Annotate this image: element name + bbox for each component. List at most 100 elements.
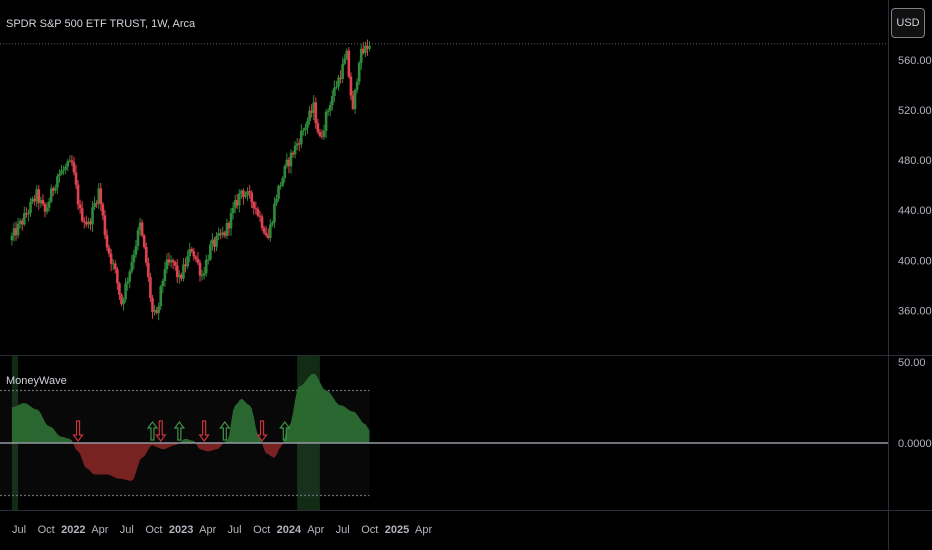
currency-button[interactable]: USD [891, 8, 925, 38]
candle-37 [87, 217, 90, 229]
candle-123 [264, 226, 268, 238]
time-tick-label: Apr [415, 524, 432, 536]
candle-107 [231, 202, 235, 220]
candle-109 [235, 193, 239, 209]
candle-97 [211, 233, 214, 251]
candle-body [306, 121, 309, 128]
time-tick-label: Oct [38, 524, 55, 536]
candle-55 [124, 277, 127, 303]
candle-body [80, 208, 84, 222]
candle-137 [293, 141, 297, 159]
candle-body [275, 198, 278, 204]
candle-52 [118, 281, 121, 300]
candle-body [159, 286, 163, 307]
candle-body [60, 170, 63, 174]
candle-79 [173, 260, 177, 271]
candle-body [151, 298, 154, 312]
candle-71 [157, 302, 160, 321]
candle-body [233, 200, 237, 208]
candle-body [105, 235, 109, 248]
candle-body [240, 190, 243, 194]
candle-9 [29, 197, 32, 217]
candle-body [248, 191, 251, 193]
candle-body [287, 159, 291, 167]
candle-103 [223, 230, 227, 239]
candle-150 [320, 129, 324, 140]
candle-42 [97, 182, 101, 209]
candle-40 [93, 196, 96, 211]
candle-30 [72, 156, 76, 176]
candle-84 [184, 257, 187, 273]
candle-166 [353, 88, 357, 114]
candle-body [351, 95, 355, 109]
candle-body [122, 299, 125, 305]
candle-61 [136, 226, 140, 251]
candle-body [198, 262, 202, 276]
candle-118 [254, 201, 258, 215]
candle-body [180, 274, 183, 279]
candle-138 [295, 138, 299, 151]
time-tick-label: 2024 [277, 524, 302, 536]
candle-18 [47, 197, 51, 212]
candle-44 [101, 202, 105, 221]
candle-body [335, 86, 338, 88]
candle-141 [302, 127, 305, 136]
candle-body [23, 213, 26, 225]
candle-50 [113, 260, 117, 274]
candle-body [165, 259, 169, 270]
candle-64 [142, 234, 146, 249]
candle-112 [242, 188, 245, 205]
candle-67 [149, 273, 152, 303]
last-price-box [889, 36, 932, 51]
candle-body [16, 223, 20, 236]
candle-155 [331, 90, 334, 111]
candle-body [149, 277, 152, 299]
candle-body [213, 239, 216, 247]
candle-body [103, 215, 107, 236]
candle-body [362, 48, 365, 54]
candle-156 [333, 80, 336, 103]
candle-body [10, 235, 14, 241]
candle-7 [25, 207, 28, 218]
candle-body [68, 160, 72, 162]
candle-body [366, 45, 369, 49]
candle-body [107, 247, 111, 254]
time-tick-label: 2022 [61, 524, 85, 536]
candle-body [308, 110, 311, 122]
candle-body [217, 233, 220, 236]
candle-116 [250, 189, 253, 208]
candle-body [58, 173, 61, 177]
candle-139 [297, 138, 301, 152]
price-tick-label: 520.00 [898, 105, 932, 117]
candle-122 [262, 225, 266, 235]
candle-14 [39, 196, 43, 208]
candle-body [209, 244, 212, 260]
candle-154 [328, 101, 332, 117]
candle-153 [326, 107, 330, 116]
candle-127 [273, 197, 276, 228]
candle-body [341, 63, 344, 80]
candle-105 [227, 221, 231, 236]
candle-body [118, 283, 121, 295]
candle-body [277, 185, 280, 199]
candle-32 [76, 179, 80, 210]
candle-body [211, 239, 214, 245]
candle-body [295, 143, 299, 146]
candle-body [64, 166, 67, 170]
arrow-down-icon-4 [198, 420, 210, 442]
candle-131 [281, 176, 285, 188]
candle-body [326, 110, 330, 112]
candle-body [171, 260, 175, 263]
candle-132 [283, 164, 287, 183]
candle-body [99, 188, 103, 205]
candle-47 [107, 244, 111, 258]
wave-area-negative-1 [73, 443, 180, 481]
candle-76 [167, 252, 171, 266]
candle-body [279, 185, 282, 187]
candle-body [147, 262, 150, 278]
candle-body [192, 251, 196, 257]
candle-13 [37, 185, 41, 210]
candle-136 [291, 150, 295, 158]
wave-area-positive-0 [11, 403, 73, 443]
